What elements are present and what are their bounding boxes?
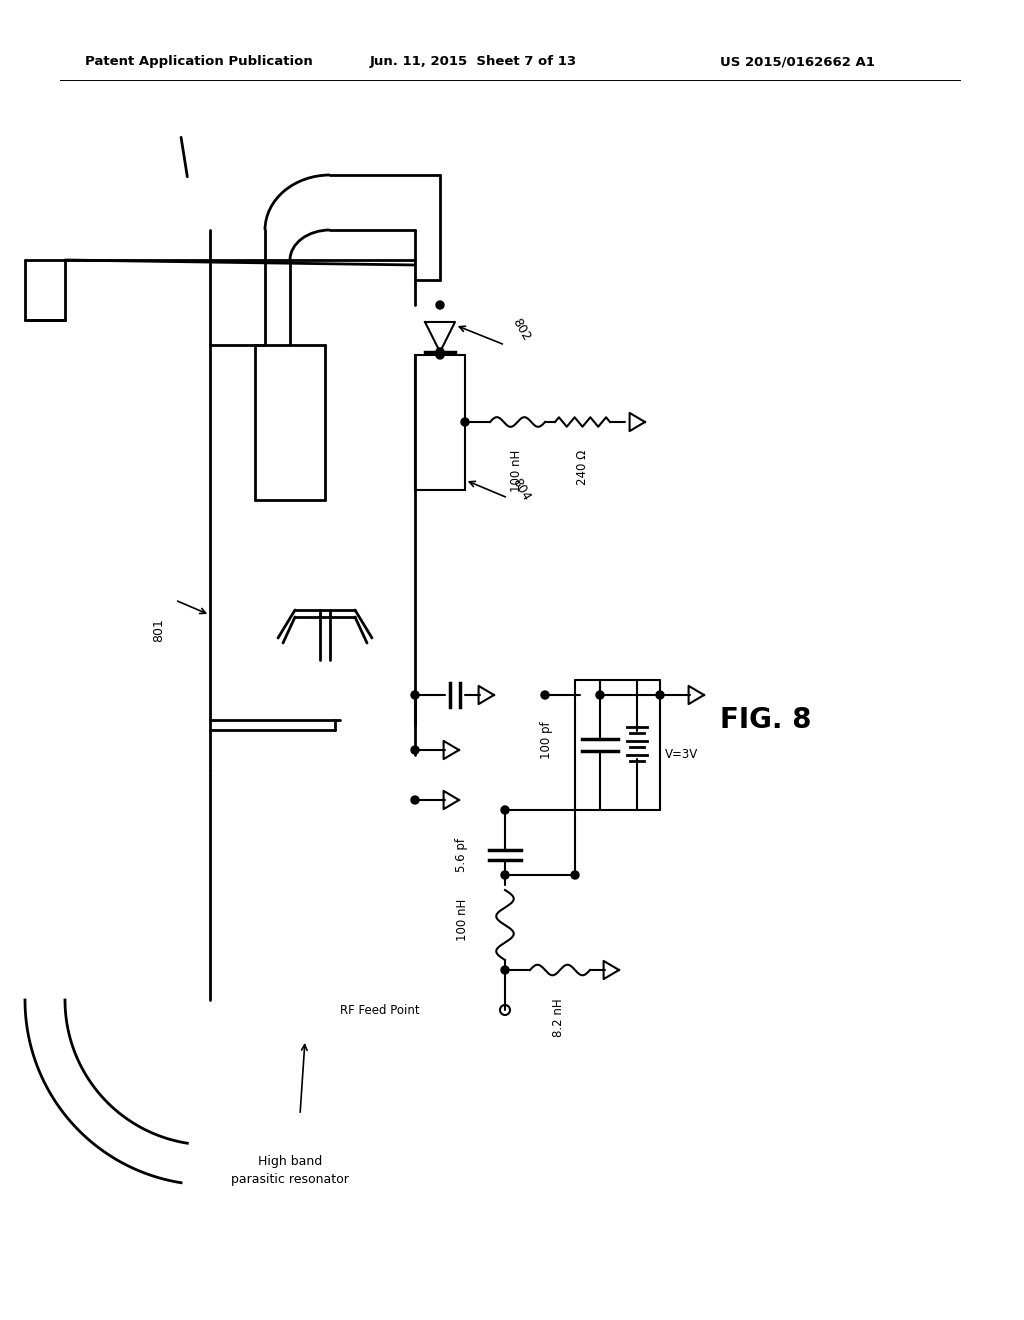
Circle shape	[656, 690, 664, 700]
Text: 801: 801	[152, 618, 165, 642]
Text: 100 pf: 100 pf	[540, 721, 553, 759]
Text: Patent Application Publication: Patent Application Publication	[85, 55, 312, 69]
Circle shape	[411, 796, 419, 804]
Text: FIG. 8: FIG. 8	[720, 706, 811, 734]
Circle shape	[501, 807, 509, 814]
Text: RF Feed Point: RF Feed Point	[340, 1003, 420, 1016]
Circle shape	[501, 871, 509, 879]
Circle shape	[571, 871, 579, 879]
Text: 5.6 pf: 5.6 pf	[456, 838, 469, 873]
Text: US 2015/0162662 A1: US 2015/0162662 A1	[720, 55, 874, 69]
Text: 100 nH: 100 nH	[456, 899, 469, 941]
Circle shape	[436, 351, 444, 359]
Circle shape	[411, 690, 419, 700]
Circle shape	[596, 690, 604, 700]
Text: High band
parasitic resonator: High band parasitic resonator	[231, 1155, 349, 1185]
Circle shape	[411, 746, 419, 754]
Text: 804: 804	[510, 477, 534, 504]
Text: 100 nH: 100 nH	[511, 450, 523, 492]
Circle shape	[461, 418, 469, 426]
Text: 802: 802	[510, 317, 534, 343]
Text: V=3V: V=3V	[665, 748, 698, 762]
Text: 8.2 nH: 8.2 nH	[552, 998, 564, 1036]
Circle shape	[541, 690, 549, 700]
Circle shape	[436, 348, 444, 356]
Circle shape	[501, 966, 509, 974]
Text: 240 Ω: 240 Ω	[577, 450, 590, 486]
Circle shape	[436, 301, 444, 309]
Text: Jun. 11, 2015  Sheet 7 of 13: Jun. 11, 2015 Sheet 7 of 13	[370, 55, 578, 69]
Bar	[415, 355, 465, 490]
